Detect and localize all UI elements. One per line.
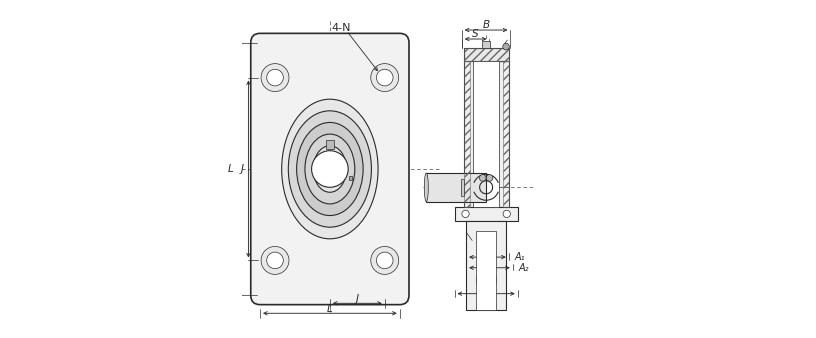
Circle shape — [376, 252, 393, 269]
Text: A: A — [482, 264, 490, 274]
Ellipse shape — [297, 122, 363, 216]
Text: L: L — [327, 304, 333, 314]
Bar — [473, 61, 499, 207]
Bar — [503, 61, 508, 207]
Text: L: L — [228, 164, 234, 174]
Circle shape — [479, 175, 486, 181]
Circle shape — [486, 175, 493, 181]
Circle shape — [503, 43, 509, 50]
Circle shape — [503, 210, 510, 218]
Text: J: J — [356, 294, 359, 304]
Circle shape — [462, 210, 469, 218]
FancyBboxPatch shape — [251, 33, 409, 305]
Bar — [455, 207, 517, 220]
Bar — [463, 48, 508, 61]
Bar — [477, 231, 496, 310]
Text: d: d — [433, 182, 441, 192]
Ellipse shape — [288, 111, 371, 227]
Bar — [463, 61, 469, 207]
Ellipse shape — [305, 134, 355, 204]
Bar — [348, 176, 353, 180]
Circle shape — [370, 246, 399, 274]
Ellipse shape — [313, 146, 347, 192]
Text: A₁: A₁ — [515, 252, 526, 262]
Bar — [482, 41, 490, 48]
Circle shape — [267, 69, 283, 86]
Text: B: B — [482, 20, 490, 30]
Bar — [463, 61, 508, 207]
Bar — [426, 173, 486, 201]
Circle shape — [261, 64, 289, 92]
Circle shape — [261, 246, 289, 274]
Text: S: S — [472, 29, 479, 39]
Ellipse shape — [424, 173, 428, 201]
Text: 4-N: 4-N — [332, 23, 351, 33]
Text: J: J — [241, 164, 244, 174]
Bar — [326, 140, 334, 149]
Text: Z: Z — [482, 284, 490, 294]
Circle shape — [376, 69, 393, 86]
Circle shape — [370, 64, 399, 92]
Circle shape — [267, 252, 283, 269]
Bar — [463, 48, 508, 61]
Bar — [466, 220, 506, 310]
Ellipse shape — [282, 99, 378, 239]
Bar — [461, 179, 464, 196]
Text: A₂: A₂ — [519, 263, 530, 273]
Circle shape — [312, 151, 348, 187]
